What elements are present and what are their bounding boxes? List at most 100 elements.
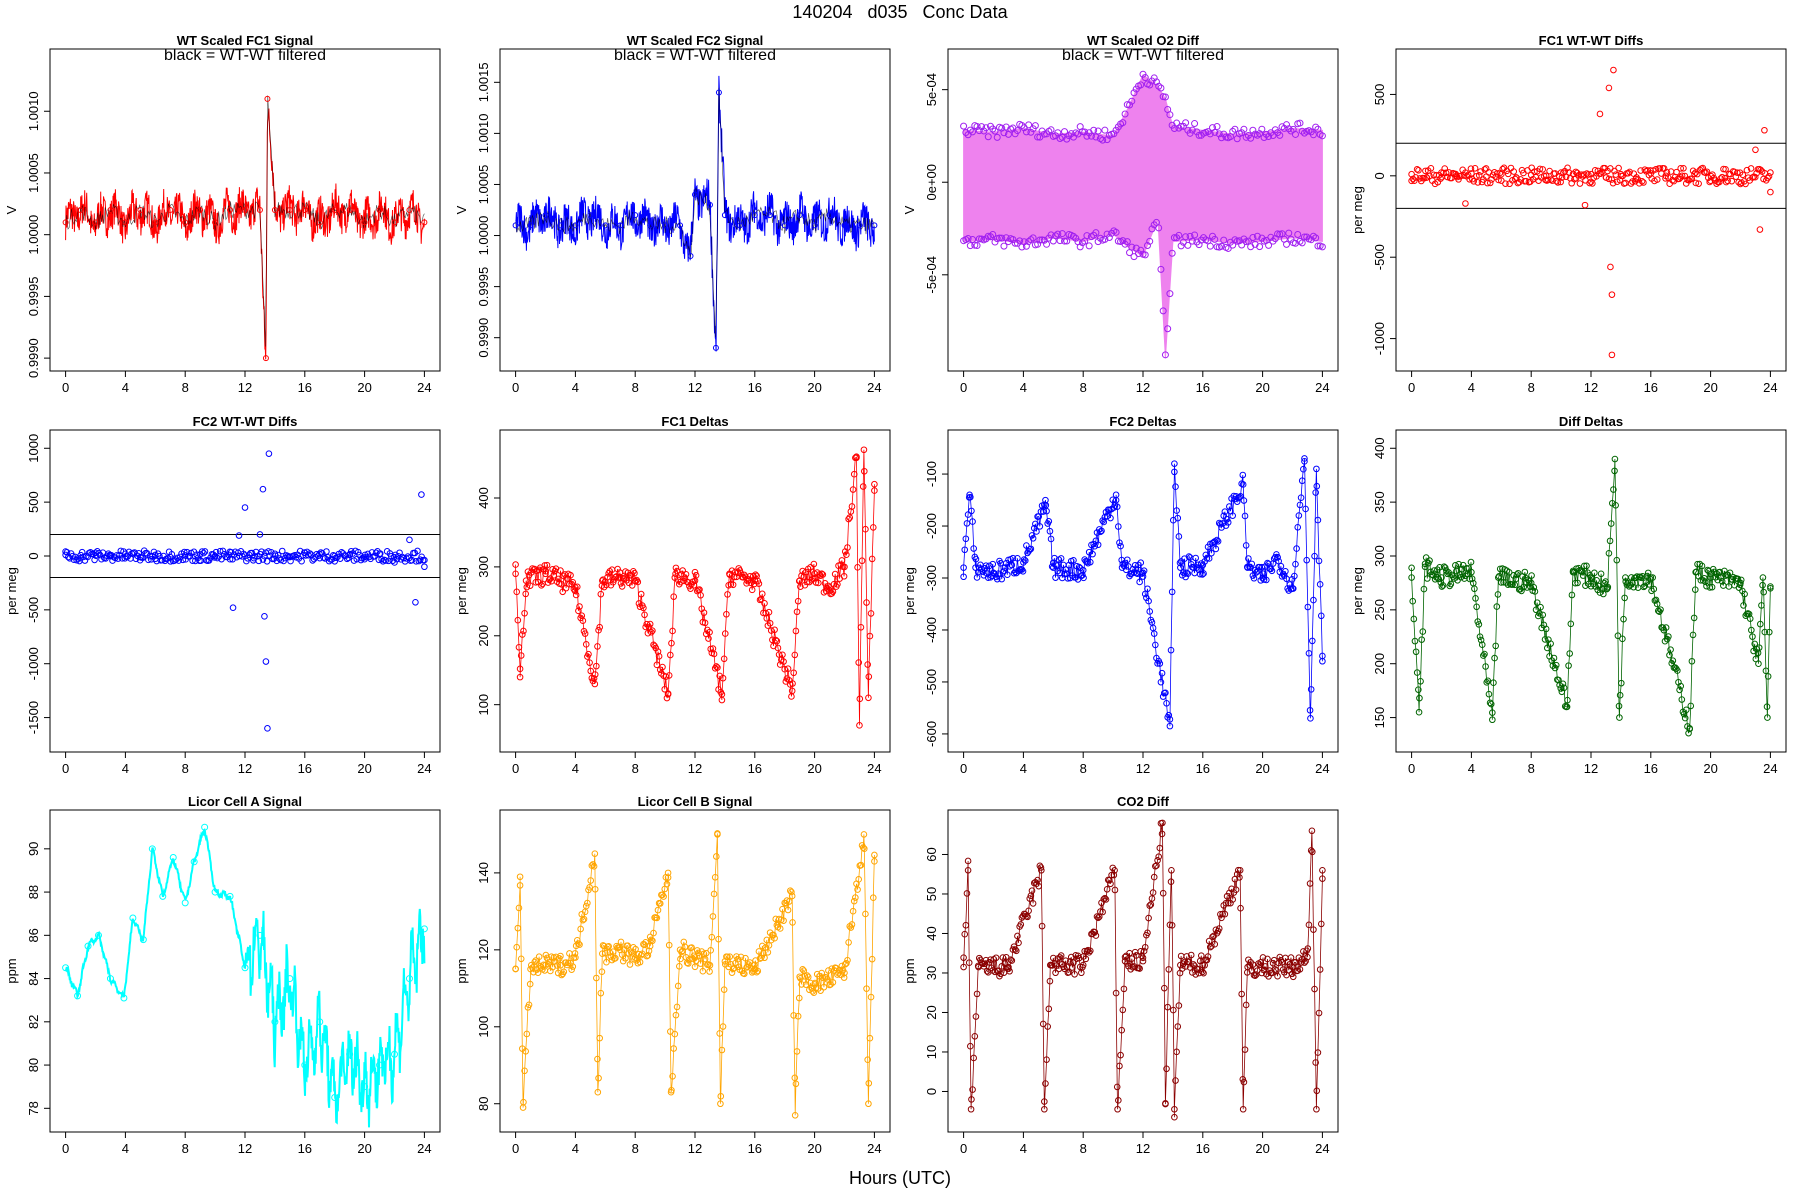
upper-point — [1067, 130, 1075, 138]
data-point — [834, 581, 841, 588]
data-point — [1046, 977, 1054, 985]
data-point — [820, 983, 828, 991]
data-point — [1215, 925, 1223, 932]
data-point — [699, 967, 707, 975]
lower-point — [1314, 242, 1322, 250]
y-axis-label: per meg — [454, 567, 469, 615]
y-tick-label: -500 — [1372, 244, 1387, 270]
data-point — [765, 608, 773, 616]
upper-point — [1309, 131, 1317, 139]
data-point — [680, 577, 688, 585]
data-point — [1475, 172, 1483, 179]
upper-point — [973, 123, 981, 131]
data-point — [1219, 910, 1226, 918]
data-point — [1308, 827, 1316, 835]
lower-point — [1175, 231, 1183, 239]
data-point — [1642, 579, 1650, 586]
data-point — [815, 579, 822, 587]
data-point — [376, 1061, 384, 1069]
data-point — [1737, 180, 1744, 188]
data-point — [1487, 700, 1495, 708]
lower-point — [964, 235, 972, 243]
data-point — [1200, 570, 1207, 577]
data-point — [1108, 871, 1115, 879]
data-point — [1418, 636, 1425, 643]
data-point — [361, 219, 368, 226]
data-point — [1199, 571, 1206, 578]
data-point — [1304, 953, 1311, 961]
data-point — [525, 1001, 533, 1009]
data-point — [678, 948, 685, 956]
signal-trace — [65, 108, 425, 360]
data-point — [678, 570, 685, 578]
data-point — [1547, 640, 1554, 647]
data-point — [1044, 1023, 1051, 1030]
data-point — [841, 222, 848, 229]
data-point — [869, 524, 877, 531]
data-point — [1236, 866, 1244, 874]
data-point — [995, 570, 1002, 577]
lower-point — [1063, 237, 1071, 245]
data-point — [1246, 962, 1253, 969]
data-point — [632, 945, 639, 953]
data-point — [200, 549, 207, 557]
data-point — [770, 931, 777, 939]
data-point — [1313, 1087, 1321, 1095]
data-point — [1563, 703, 1571, 711]
data-point — [1493, 603, 1501, 610]
data-point — [961, 546, 969, 554]
plot-area — [960, 70, 1326, 359]
data-point — [590, 863, 598, 870]
data-point — [724, 953, 731, 961]
lower-point — [966, 242, 974, 250]
y-axis-label: per meg — [1350, 567, 1365, 615]
data-point — [1420, 585, 1428, 593]
data-point — [346, 1050, 354, 1058]
y-tick-label: 250 — [1372, 599, 1387, 621]
data-point — [1029, 900, 1037, 907]
data-point — [1307, 715, 1314, 722]
data-point — [960, 564, 967, 571]
data-point — [1172, 483, 1179, 491]
y-tick-label: 100 — [476, 694, 491, 716]
data-point — [1306, 706, 1314, 714]
upper-point — [1249, 126, 1257, 134]
x-tick-label: 8 — [1528, 380, 1535, 395]
data-point — [758, 942, 766, 950]
data-point — [1685, 729, 1692, 737]
data-point — [544, 960, 552, 968]
data-point — [686, 956, 693, 963]
data-point — [714, 664, 721, 671]
data-point — [585, 650, 592, 658]
data-point — [852, 894, 859, 901]
data-point — [672, 564, 680, 572]
data-point — [1409, 597, 1417, 605]
data-point — [1728, 177, 1736, 185]
data-point — [1471, 164, 1479, 172]
data-point — [1190, 961, 1197, 968]
data-point — [788, 888, 795, 896]
x-tick-label: 12 — [1136, 761, 1150, 776]
data-point — [1760, 588, 1767, 596]
data-point — [1601, 579, 1608, 587]
data-point — [654, 906, 662, 914]
series-line — [1411, 458, 1771, 734]
data-point — [1317, 920, 1325, 928]
data-point — [865, 673, 873, 680]
y-tick-label: 200 — [1372, 653, 1387, 675]
upper-point — [1161, 93, 1169, 101]
x-tick-label: 16 — [1196, 761, 1210, 776]
x-tick-label: 16 — [1644, 380, 1658, 395]
data-point — [1168, 588, 1176, 596]
data-point — [1703, 168, 1711, 176]
data-point — [572, 222, 579, 229]
data-point — [1564, 164, 1571, 172]
data-point — [418, 491, 425, 498]
y-tick-label: 0.9995 — [476, 267, 491, 307]
data-point — [262, 658, 270, 665]
data-point — [1109, 496, 1117, 504]
x-tick-label: 16 — [1644, 761, 1658, 776]
data-point — [829, 979, 837, 986]
upper-point — [1047, 126, 1055, 134]
